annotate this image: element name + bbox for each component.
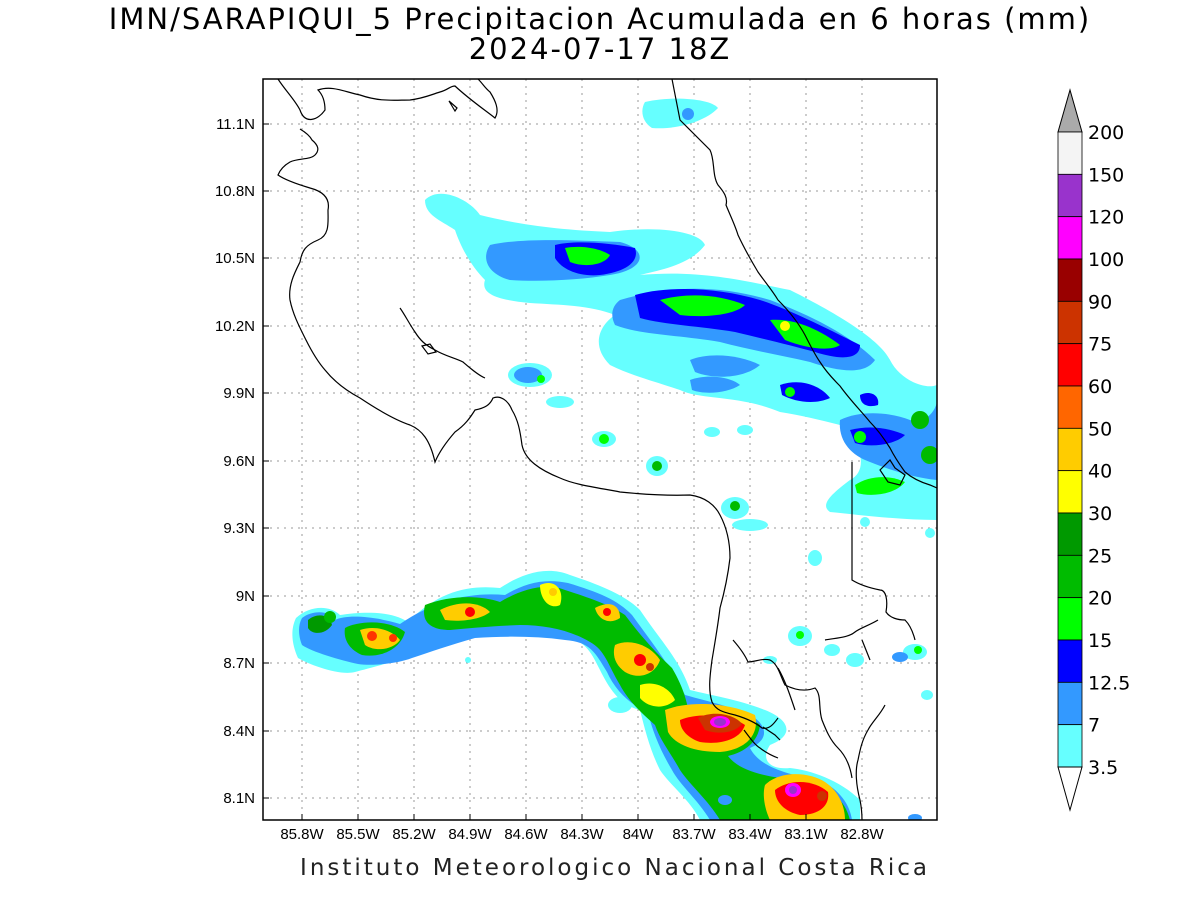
map-title: IMN/SARAPIQUI_5 Precipitacion Acumulada … <box>108 2 1092 36</box>
colorbar-swatch <box>1057 131 1083 175</box>
colorbar-label: 75 <box>1088 334 1112 356</box>
colorbar-label: 40 <box>1088 461 1112 483</box>
colorbar-swatch <box>1057 554 1083 599</box>
lon-tick-label: 85.2W <box>392 826 436 843</box>
colorbar-swatch <box>1057 597 1083 641</box>
precip-cells-central <box>465 363 935 713</box>
colorbar-label: 100 <box>1088 249 1124 271</box>
lon-tick-label: 82.8W <box>840 826 884 843</box>
colorbar-swatch <box>1057 173 1083 218</box>
plot-area <box>263 79 937 820</box>
lat-tick-label: 11.1N <box>216 116 255 133</box>
colorbar-swatch <box>1057 300 1083 345</box>
lon-tick-label: 83.7W <box>672 826 716 843</box>
lat-tick-label: 9N <box>236 588 255 605</box>
lat-tick-label: 10.2N <box>215 318 255 335</box>
lon-tick-label: 84.3W <box>560 826 604 843</box>
lat-tick-label: 9.3N <box>223 520 255 537</box>
colorbar-label: 50 <box>1088 418 1112 440</box>
lon-tick-label: 85.8W <box>280 826 324 843</box>
axis-tick-marks <box>263 123 863 820</box>
colorbar-legend: 200 150 120 100 90 75 60 50 40 30 25 20 15 12.5 7 3.5 <box>1057 88 1130 812</box>
lat-tick-label: 10.8N <box>215 183 255 200</box>
lat-tick-label: 10.5N <box>215 250 255 267</box>
lon-tick-labels: 85.8W 85.5W 85.2W 84.9W 84.6W 84.3W 84W … <box>280 826 884 843</box>
lon-tick-label: 83.4W <box>728 826 772 843</box>
lon-tick-label: 83.1W <box>784 826 828 843</box>
colorbar-label: 25 <box>1088 545 1112 567</box>
colorbar-swatch <box>1057 681 1083 726</box>
lon-tick-label: 85.5W <box>336 826 380 843</box>
map-date: 2024-07-17 18Z <box>468 32 732 66</box>
lat-tick-labels: 11.1N 10.8N 10.5N 10.2N 9.9N 9.6N 9.3N 9… <box>215 116 255 807</box>
lon-tick-label: 84.6W <box>504 826 548 843</box>
coastlines <box>277 79 937 820</box>
colorbar-label: 3.5 <box>1088 757 1118 779</box>
lat-tick-label: 8.1N <box>223 790 255 807</box>
colorbar-swatch <box>1057 258 1083 302</box>
colorbar-label: 7 <box>1088 715 1100 737</box>
colorbar-swatch <box>1057 724 1083 768</box>
colorbar-swatch <box>1057 427 1083 472</box>
colorbar-swatch <box>1057 216 1083 260</box>
colorbar-label: 120 <box>1088 207 1124 229</box>
colorbar-swatch <box>1057 470 1083 514</box>
colorbar-bottom-arrow <box>1057 766 1083 812</box>
colorbar-swatch <box>1057 639 1083 683</box>
colorbar-label: 12.5 <box>1088 672 1130 694</box>
colorbar-label: 30 <box>1088 503 1112 525</box>
colorbar-label: 200 <box>1088 122 1124 144</box>
lat-tick-label: 8.4N <box>223 723 255 740</box>
colorbar-swatch <box>1057 343 1083 387</box>
colorbar-label: 15 <box>1088 630 1112 652</box>
colorbar-swatch <box>1057 385 1083 429</box>
lon-tick-label: 84.9W <box>448 826 492 843</box>
lon-tick-label: 84W <box>623 826 655 843</box>
precip-band-south <box>292 570 922 820</box>
precip-band-north <box>425 98 937 520</box>
colorbar-label: 150 <box>1088 164 1124 186</box>
plot-frame <box>262 78 938 821</box>
colorbar-label: 20 <box>1088 588 1112 610</box>
credit-text: Instituto Meteorologico Nacional Costa R… <box>300 855 930 881</box>
colorbar-label: 90 <box>1088 291 1112 313</box>
colorbar-label: 60 <box>1088 376 1112 398</box>
lat-tick-label: 8.7N <box>223 655 255 672</box>
lat-tick-label: 9.9N <box>223 385 255 402</box>
colorbar-swatch <box>1057 512 1083 556</box>
lat-tick-label: 9.6N <box>223 453 255 470</box>
colorbar-top-arrow <box>1057 88 1083 133</box>
